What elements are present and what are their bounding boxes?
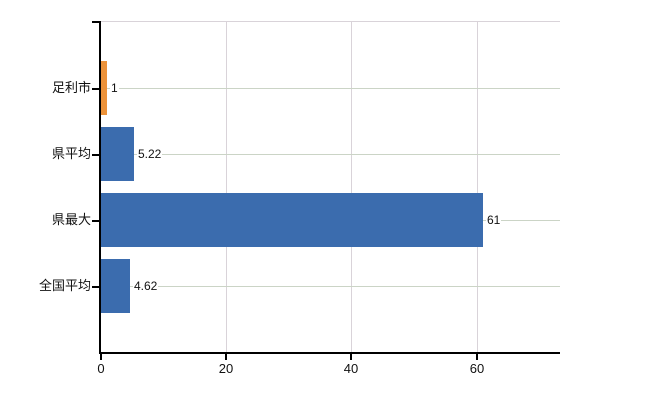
value-label: 1 [110, 80, 119, 96]
bar-3 [101, 259, 130, 313]
x-axis-tick [350, 354, 352, 360]
horizontal-gridline [101, 286, 560, 287]
x-tick-label: 20 [218, 361, 234, 376]
bar-0 [101, 61, 107, 115]
category-label: 全国平均 [38, 278, 91, 293]
plot-top-border [101, 21, 560, 22]
x-tick-label: 40 [343, 361, 359, 376]
y-axis-top-tick [92, 21, 100, 23]
x-tick-label: 60 [469, 361, 485, 376]
category-tick [92, 286, 99, 288]
category-tick [92, 88, 99, 90]
vertical-gridline [477, 22, 478, 352]
x-axis-tick [100, 354, 102, 360]
horizontal-gridline [101, 88, 560, 89]
y-axis-line [99, 21, 101, 352]
category-tick [92, 220, 99, 222]
x-tick-label: 0 [97, 361, 105, 376]
vertical-gridline [226, 22, 227, 352]
x-axis-tick [476, 354, 478, 360]
horizontal-gridline [101, 154, 560, 155]
category-label: 足利市 [51, 80, 91, 95]
value-label: 5.22 [137, 146, 163, 162]
category-label: 県最大 [51, 212, 91, 227]
vertical-gridline [351, 22, 352, 352]
x-axis-tick [225, 354, 227, 360]
bar-1 [101, 127, 134, 181]
x-axis-line [99, 352, 560, 354]
category-tick [92, 154, 99, 156]
bar-2 [101, 193, 483, 247]
category-label: 県平均 [51, 146, 91, 161]
value-label: 61 [486, 212, 502, 228]
value-label: 4.62 [133, 278, 159, 294]
